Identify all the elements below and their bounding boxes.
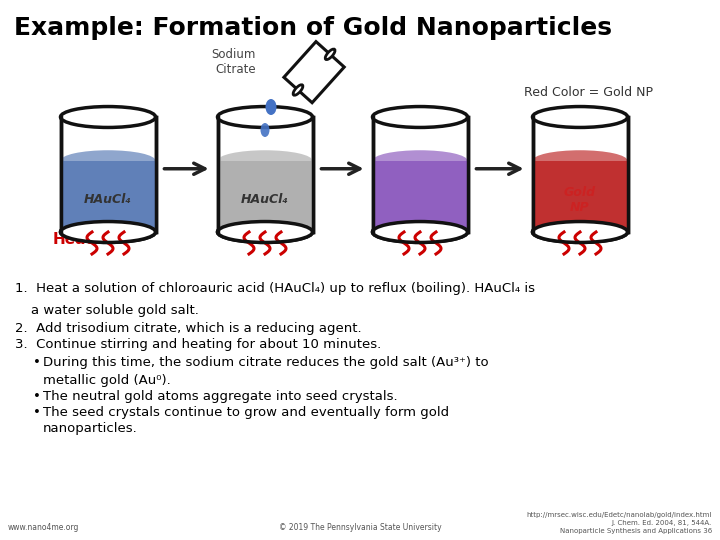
Ellipse shape xyxy=(60,106,156,127)
Ellipse shape xyxy=(60,221,156,242)
Ellipse shape xyxy=(261,123,269,137)
Text: J. Chem. Ed. 2004, 81, 544A.: J. Chem. Ed. 2004, 81, 544A. xyxy=(612,520,712,526)
Text: a water soluble gold salt.: a water soluble gold salt. xyxy=(31,304,199,317)
Ellipse shape xyxy=(533,106,628,127)
Text: 2.  Add trisodium citrate, which is a reducing agent.: 2. Add trisodium citrate, which is a red… xyxy=(15,322,361,335)
Ellipse shape xyxy=(60,150,156,171)
Ellipse shape xyxy=(60,221,156,242)
Ellipse shape xyxy=(217,221,312,242)
Text: Red Color = Gold NP: Red Color = Gold NP xyxy=(523,86,652,99)
Text: Gold
NP: Gold NP xyxy=(564,186,596,214)
Ellipse shape xyxy=(266,99,276,115)
Bar xyxy=(60,161,156,232)
Bar xyxy=(533,161,628,232)
Ellipse shape xyxy=(325,49,335,59)
Ellipse shape xyxy=(217,221,312,242)
Text: HAuCl₄: HAuCl₄ xyxy=(84,193,132,206)
Text: The seed crystals continue to grow and eventually form gold: The seed crystals continue to grow and e… xyxy=(43,406,449,419)
Text: 1.  Heat a solution of chloroauric acid (HAuCl₄) up to reflux (boiling). HAuCl₄ : 1. Heat a solution of chloroauric acid (… xyxy=(15,282,535,295)
Text: http://mrsec.wisc.edu/Edetc/nanolab/gold/index.html: http://mrsec.wisc.edu/Edetc/nanolab/gold… xyxy=(526,512,712,518)
Text: HAuCl₄: HAuCl₄ xyxy=(241,193,289,206)
Text: •: • xyxy=(33,356,41,369)
Ellipse shape xyxy=(372,221,467,242)
Text: nanoparticles.: nanoparticles. xyxy=(43,422,138,435)
Ellipse shape xyxy=(217,106,312,127)
Ellipse shape xyxy=(533,221,628,242)
Text: 3.  Continue stirring and heating for about 10 minutes.: 3. Continue stirring and heating for abo… xyxy=(15,338,382,351)
Ellipse shape xyxy=(372,150,467,171)
Text: •: • xyxy=(33,390,41,403)
Text: © 2019 The Pennsylvania State University: © 2019 The Pennsylvania State University xyxy=(279,523,441,532)
Text: www.nano4me.org: www.nano4me.org xyxy=(8,523,79,532)
Text: Heat: Heat xyxy=(53,233,94,247)
Text: Sodium
Citrate: Sodium Citrate xyxy=(212,48,256,76)
Text: Example: Formation of Gold Nanoparticles: Example: Formation of Gold Nanoparticles xyxy=(14,16,612,40)
Bar xyxy=(372,161,467,232)
Ellipse shape xyxy=(293,85,303,95)
Ellipse shape xyxy=(217,150,312,171)
Text: During this time, the sodium citrate reduces the gold salt (Au³⁺) to: During this time, the sodium citrate red… xyxy=(43,356,489,369)
Polygon shape xyxy=(284,42,344,103)
Ellipse shape xyxy=(533,150,628,171)
Ellipse shape xyxy=(533,221,628,242)
Text: The neutral gold atoms aggregate into seed crystals.: The neutral gold atoms aggregate into se… xyxy=(43,390,397,403)
Ellipse shape xyxy=(372,221,467,242)
Ellipse shape xyxy=(372,106,467,127)
Bar xyxy=(217,161,312,232)
Text: metallic gold (Au⁰).: metallic gold (Au⁰). xyxy=(43,374,171,387)
Text: Nanoparticle Synthesis and Applications 36: Nanoparticle Synthesis and Applications … xyxy=(559,528,712,534)
Text: •: • xyxy=(33,406,41,419)
